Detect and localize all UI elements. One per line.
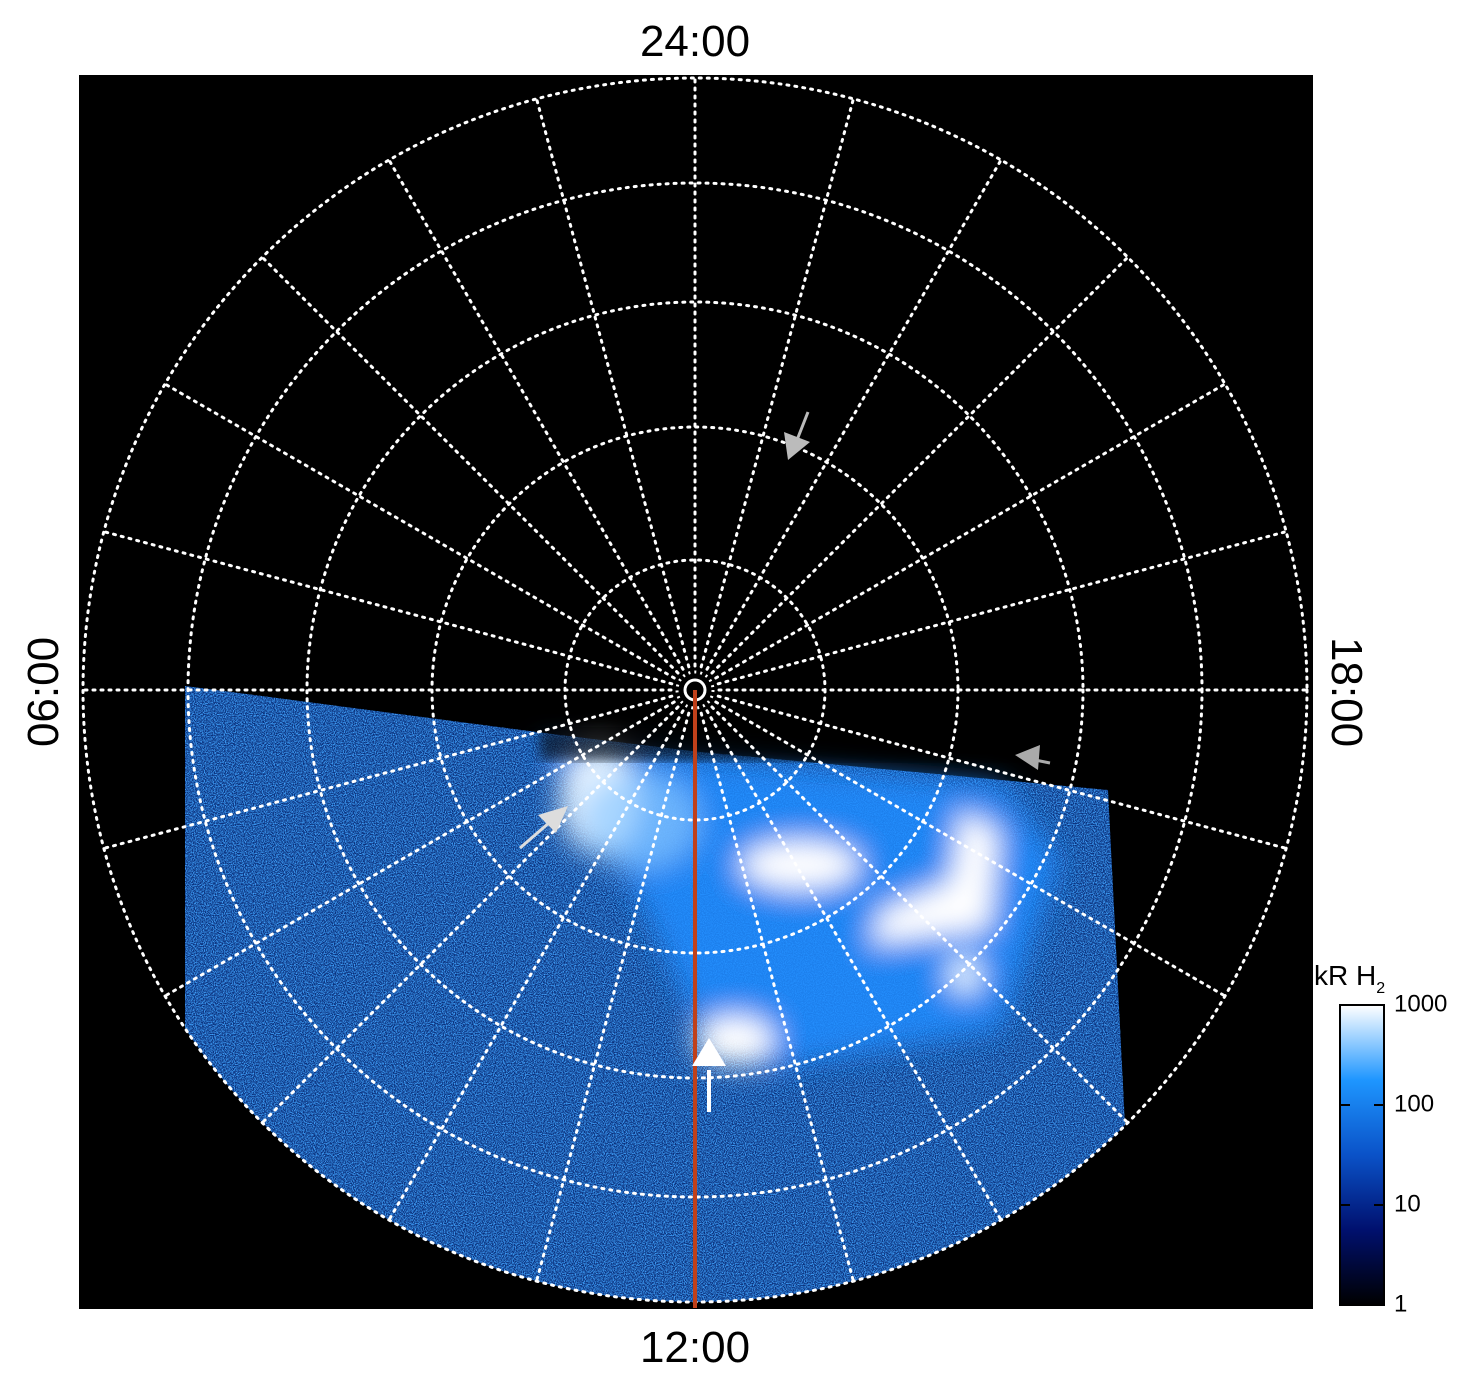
grid-meridian	[102, 530, 674, 686]
label-bottom: 12:00	[640, 1323, 750, 1372]
colorbar-label-sub: 2	[1376, 980, 1385, 997]
colorbar-tick-label: 1	[1394, 1290, 1407, 1317]
grid-meridian	[705, 709, 1003, 1222]
grid-meridian	[535, 97, 691, 669]
grid-meridian	[705, 158, 1003, 671]
grid-meridian	[710, 255, 1130, 675]
label-top: 24:00	[640, 17, 750, 66]
grid-meridian	[387, 709, 685, 1222]
colorbar-label: kR H2	[1314, 960, 1385, 997]
label-left: 06:00	[19, 637, 68, 747]
grid-meridian	[260, 705, 680, 1125]
grid-meridian	[699, 97, 855, 669]
grid-meridian	[387, 158, 685, 671]
grid-meridian	[714, 382, 1227, 680]
grid-meridian	[716, 694, 1288, 850]
grid-meridian	[102, 694, 674, 850]
grid-meridian	[260, 255, 680, 675]
annotation-arrows	[519, 411, 1051, 1112]
grid-meridian	[535, 711, 691, 1283]
grid-meridian	[710, 705, 1130, 1125]
pole-ring	[675, 670, 715, 710]
grid-meridian	[714, 700, 1227, 998]
colorbar-tick-label: 10	[1394, 1190, 1421, 1217]
grid-meridian	[699, 711, 855, 1283]
colorbar	[1339, 1004, 1385, 1306]
label-right: 18:00	[1322, 637, 1371, 747]
colorbar-tick-label: 100	[1394, 1090, 1434, 1117]
grid-meridian	[163, 382, 676, 680]
colorbar-tick-label: 1000	[1394, 990, 1447, 1017]
grid-meridian	[716, 530, 1288, 686]
grid-meridian	[163, 700, 676, 998]
colorbar-label-main: kR H	[1314, 960, 1376, 991]
